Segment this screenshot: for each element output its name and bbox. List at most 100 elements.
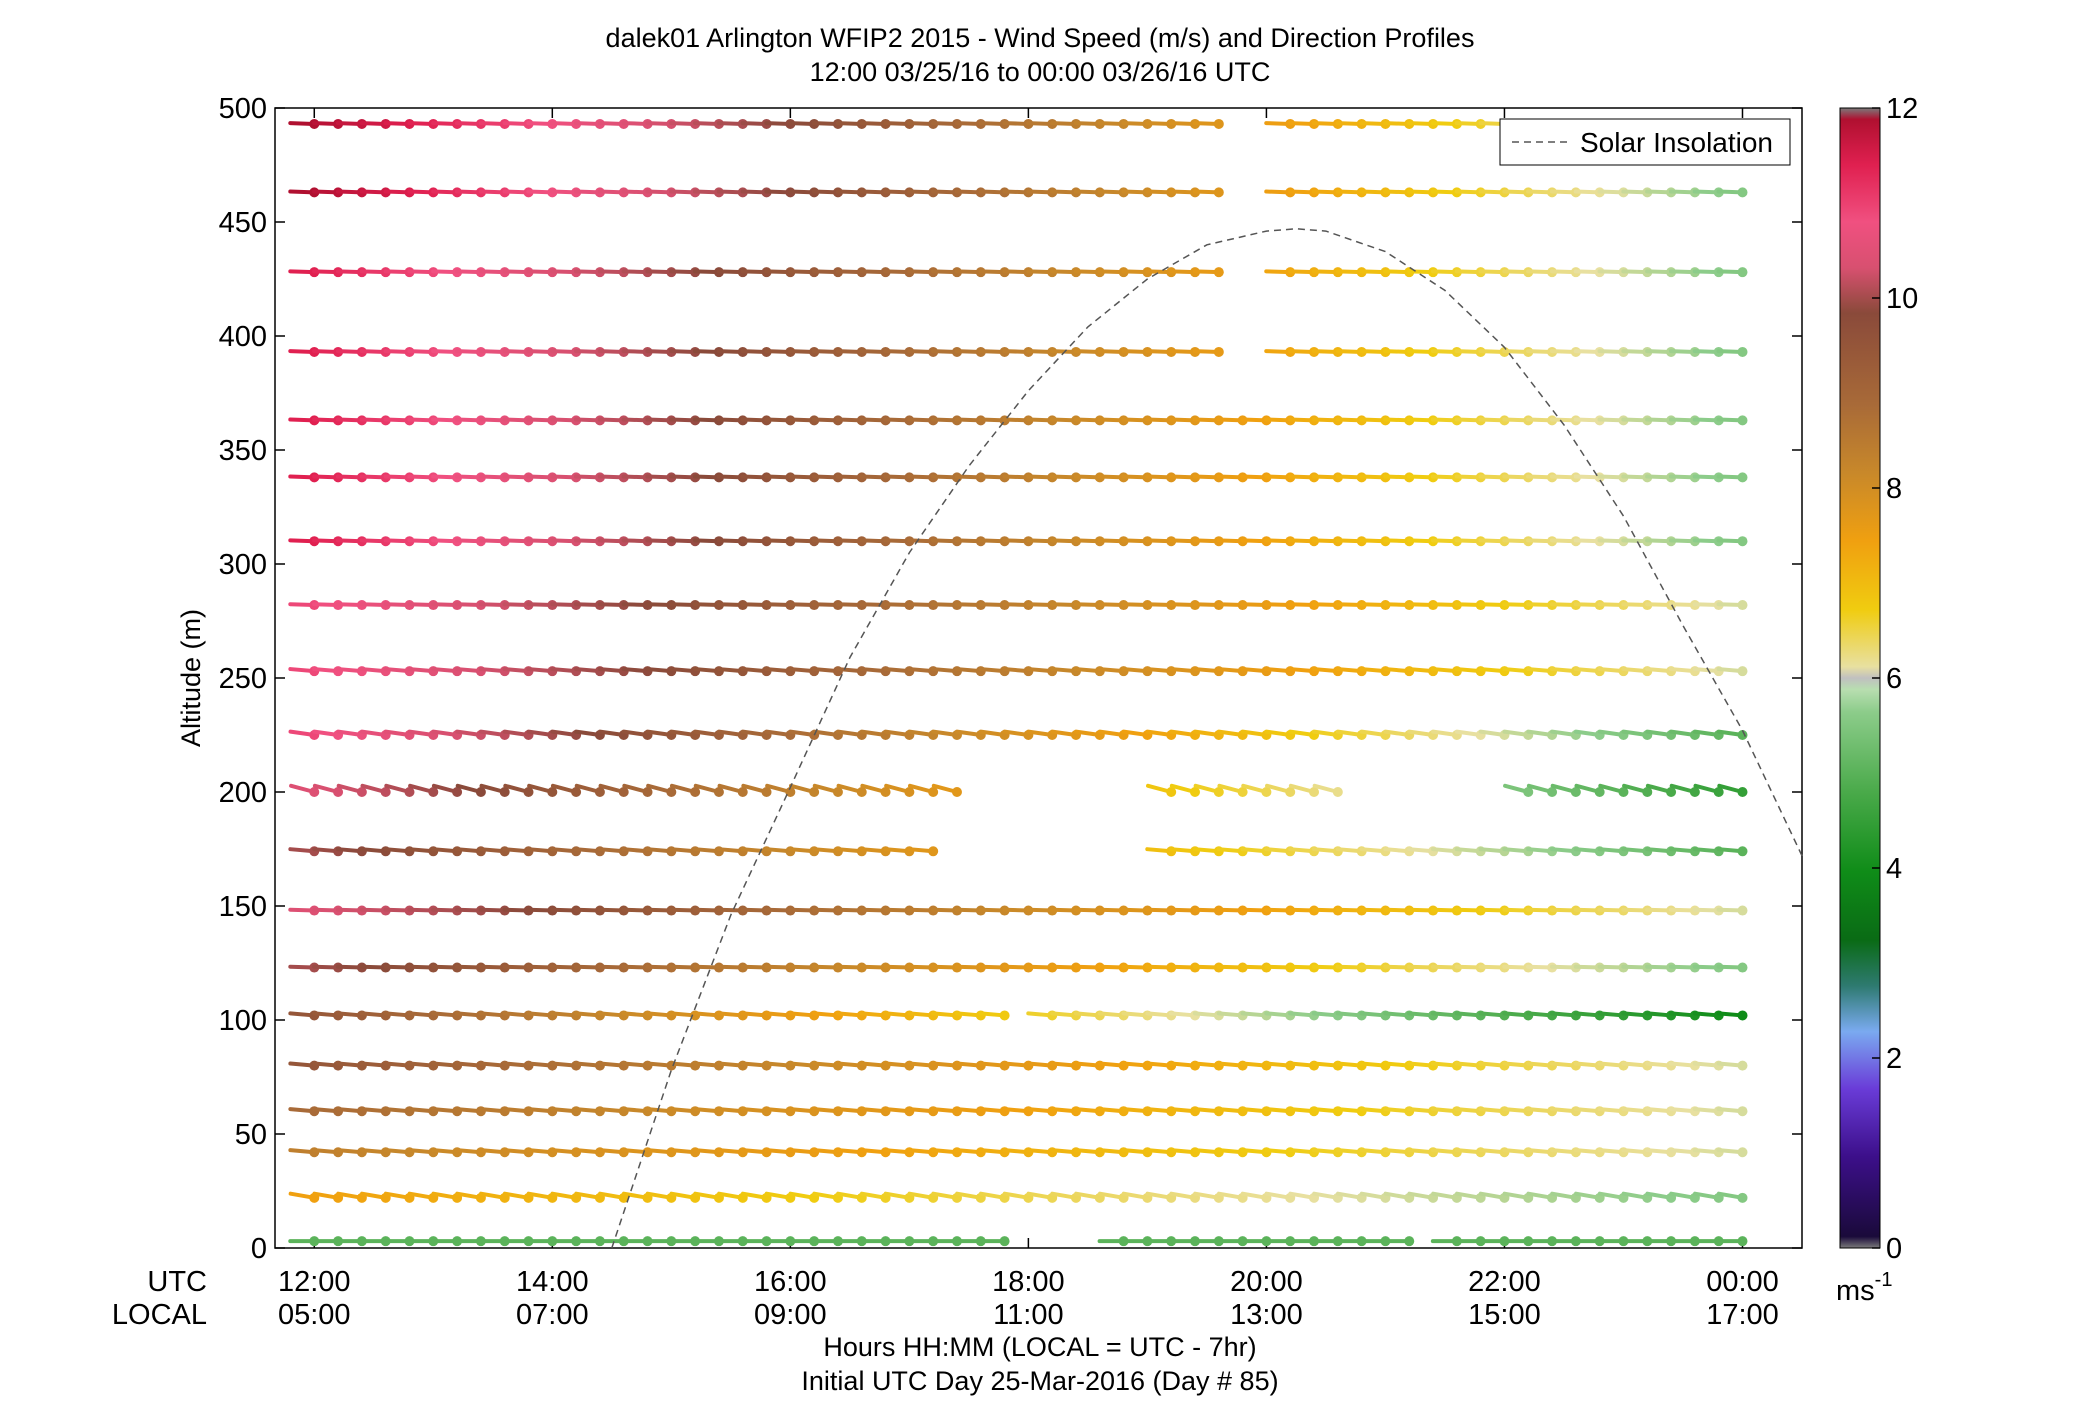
- x-tick-label-utc: 22:00: [1468, 1266, 1541, 1298]
- wind-barb-point: [1547, 787, 1558, 797]
- x-tick-label-utc: 20:00: [1230, 1266, 1303, 1298]
- y-tick-label: 400: [219, 321, 267, 353]
- wind-barb-point: [1737, 600, 1748, 611]
- colorbar: 0 2 4 6 8 10 12 ms-1: [1836, 93, 1918, 1307]
- y-tick-label: 500: [219, 93, 267, 125]
- legend: Solar Insolation: [1499, 118, 1791, 166]
- wind-barb-point: [1737, 536, 1748, 547]
- wind-barb-point: [642, 787, 653, 797]
- wind-barb-point: [1737, 1236, 1748, 1247]
- wind-barb-point: [928, 846, 939, 857]
- wind-barb-point: [594, 787, 605, 797]
- wind-barb-point: [1737, 415, 1748, 426]
- wind-barb-point: [1737, 1010, 1748, 1021]
- wind-barb-point: [1309, 787, 1320, 797]
- wind-barbs: [288, 118, 1748, 1247]
- x-tick-label-local: 07:00: [516, 1299, 589, 1331]
- colorbar-tick-label: 4: [1886, 853, 1902, 885]
- wind-barb-point: [333, 787, 344, 797]
- colorbar-tick-label: 10: [1886, 283, 1918, 315]
- wind-barb-point: [809, 787, 820, 797]
- wind-barb-point: [1261, 787, 1272, 797]
- wind-barb-point: [356, 787, 367, 797]
- wind-barb-point: [1570, 787, 1581, 797]
- y-axis-ticks: 0 50 100 150 200 250 300 350 400 450 500: [219, 93, 1802, 1265]
- wind-barb-point: [1332, 787, 1343, 797]
- colorbar-unit-base: ms: [1836, 1275, 1875, 1307]
- wind-barb-point: [499, 787, 510, 797]
- x-tick-label-local: 11:00: [993, 1299, 1063, 1331]
- wind-barb-point: [1737, 1106, 1748, 1117]
- wind-barb-point: [1213, 118, 1224, 129]
- wind-barb-point: [571, 787, 582, 797]
- x-tick-label-utc: 00:00: [1706, 1266, 1779, 1298]
- colorbar-tick-label: 8: [1886, 473, 1902, 505]
- colorbar-tick-label: 0: [1886, 1233, 1902, 1265]
- chart-title: dalek01 Arlington WFIP2 2015 - Wind Spee…: [606, 23, 1475, 53]
- wind-barb-point: [666, 787, 677, 797]
- x-tick-label-local: 15:00: [1468, 1299, 1541, 1331]
- wind-barb-point: [761, 787, 772, 797]
- wind-barb-point: [1737, 905, 1748, 916]
- colorbar-tick-label: 12: [1886, 93, 1918, 125]
- wind-barb-point: [428, 787, 439, 797]
- legend-label: Solar Insolation: [1580, 127, 1773, 158]
- wind-barb-point: [1213, 787, 1224, 797]
- wind-barb-point: [832, 787, 843, 797]
- wind-barb-point: [999, 1010, 1010, 1021]
- wind-barb-point: [1737, 1192, 1748, 1203]
- wind-barb-point: [1618, 787, 1629, 797]
- wind-barb-point: [880, 787, 891, 797]
- wind-barb-point: [951, 787, 962, 797]
- wind-barb-point: [1737, 787, 1748, 797]
- wind-barb-point: [1737, 730, 1748, 740]
- wind-barb-point: [618, 787, 629, 797]
- x-tick-label-local: 13:00: [1230, 1299, 1303, 1331]
- utc-row-label: UTC: [147, 1266, 207, 1298]
- wind-barb-point: [1737, 1147, 1748, 1158]
- x-axis-label-line2: Initial UTC Day 25-Mar-2016 (Day # 85): [801, 1366, 1278, 1396]
- wind-barb-point: [713, 787, 724, 797]
- wind-barb-point: [1737, 346, 1748, 357]
- wind-barb-point: [1713, 787, 1724, 797]
- wind-barb-point: [1737, 666, 1748, 677]
- y-tick-label: 50: [235, 1119, 267, 1151]
- wind-barb-point: [309, 787, 320, 797]
- y-tick-label: 100: [219, 1005, 267, 1037]
- y-tick-label: 350: [219, 435, 267, 467]
- wind-barb-point: [999, 1236, 1010, 1247]
- wind-barb-point: [523, 787, 534, 797]
- wind-barb-point: [1737, 962, 1748, 973]
- x-tick-label-utc: 18:00: [992, 1266, 1065, 1298]
- colorbar-tick-label: 2: [1886, 1043, 1902, 1075]
- plot-area: [274, 107, 1803, 1249]
- x-axis-label-line1: Hours HH:MM (LOCAL = UTC - 7hr): [823, 1332, 1256, 1362]
- wind-barb-point: [690, 787, 701, 797]
- x-tick-label-local: 17:00: [1706, 1299, 1779, 1331]
- x-tick-label-local: 05:00: [278, 1299, 351, 1331]
- wind-barb-point: [1237, 787, 1248, 797]
- x-tick-label-utc: 14:00: [516, 1266, 589, 1298]
- wind-barb-point: [1213, 346, 1224, 357]
- y-tick-label: 450: [219, 207, 267, 239]
- wind-barb-point: [547, 787, 558, 797]
- wind-barb-point: [380, 787, 391, 797]
- wind-barb-point: [904, 787, 915, 797]
- wind-barb-point: [1285, 787, 1296, 797]
- wind-barb-point: [404, 787, 415, 797]
- wind-barb-point: [1737, 187, 1748, 198]
- wind-barb-point: [1737, 267, 1748, 278]
- wind-barb-point: [1689, 787, 1700, 797]
- wind-barb-point: [928, 787, 939, 797]
- y-axis-label: Altitude (m): [176, 609, 206, 747]
- local-row-label: LOCAL: [112, 1299, 207, 1331]
- y-tick-label: 0: [251, 1233, 267, 1265]
- y-tick-label: 200: [219, 777, 267, 809]
- chart-subtitle: 12:00 03/25/16 to 00:00 03/26/16 UTC: [810, 57, 1271, 87]
- solar-insolation-line: [611, 228, 1803, 1249]
- colorbar-unit: ms-1: [1836, 1269, 1892, 1307]
- wind-barb-point: [1594, 787, 1605, 797]
- wind-barb-point: [1737, 1060, 1748, 1071]
